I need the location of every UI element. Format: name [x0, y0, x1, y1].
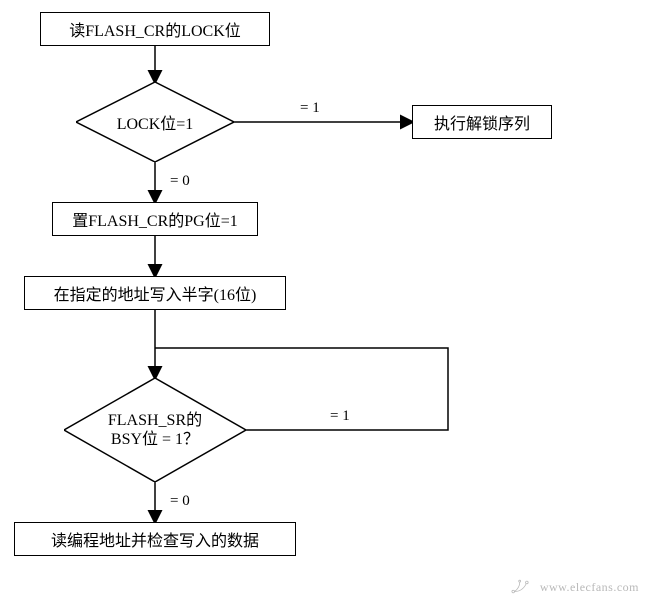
step-read-lock: 读FLASH_CR的LOCK位 — [40, 12, 270, 46]
flowchart-canvas: 读FLASH_CR的LOCK位 LOCK位=1 = 1 = 0 执行解锁序列 置… — [0, 0, 647, 603]
decision-bsy-eq-1: FLASH_SR的 BSY位 = 1？ — [64, 378, 246, 482]
step-label: 置FLASH_CR的PG位=1 — [72, 207, 238, 231]
edge-label-d1-right: = 1 — [300, 99, 320, 117]
step-label: 读编程地址并检查写入的数据 — [51, 527, 259, 551]
edge-label-d2-right: = 1 — [330, 407, 350, 425]
watermark-text: www.elecfans.com — [540, 580, 639, 595]
step-write-halfword: 在指定的地址写入半字(16位) — [24, 276, 286, 310]
step-unlock-sequence: 执行解锁序列 — [412, 105, 552, 139]
decision-lock-eq-1: LOCK位=1 — [76, 82, 234, 162]
step-verify-write: 读编程地址并检查写入的数据 — [14, 522, 296, 556]
step-set-pg: 置FLASH_CR的PG位=1 — [52, 202, 258, 236]
step-label: 在指定的地址写入半字(16位) — [54, 281, 257, 305]
step-label: 读FLASH_CR的LOCK位 — [69, 17, 241, 41]
decision-label: FLASH_SR的 BSY位 = 1？ — [108, 411, 202, 449]
watermark-icon — [508, 577, 534, 597]
watermark: www.elecfans.com — [508, 577, 639, 597]
edge-label-d1-down: = 0 — [170, 172, 190, 190]
step-label: 执行解锁序列 — [434, 110, 530, 134]
edge-label-d2-down: = 0 — [170, 492, 190, 510]
decision-label: LOCK位=1 — [117, 110, 194, 134]
